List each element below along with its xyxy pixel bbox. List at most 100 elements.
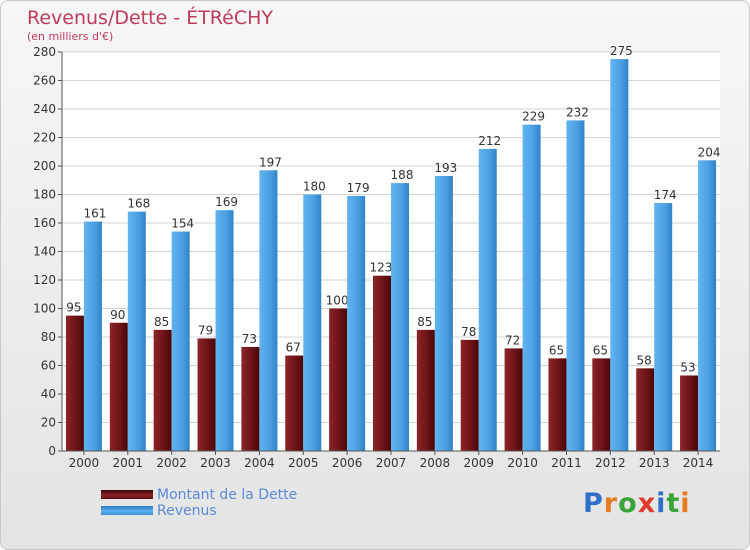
bar-revenus — [171, 231, 190, 451]
data-label-revenus: 212 — [478, 134, 501, 148]
y-tick-label: 260 — [33, 74, 56, 88]
data-label-dette: 79 — [198, 323, 213, 337]
data-label-dette: 65 — [593, 343, 608, 357]
logo-letter: o — [618, 488, 638, 519]
y-tick-label: 280 — [33, 45, 56, 59]
bar-dette — [373, 275, 391, 451]
y-tick-label: 40 — [41, 387, 56, 401]
logo-letter: i — [656, 488, 667, 519]
x-tick-label: 2001 — [113, 456, 144, 470]
x-tick-label: 2010 — [507, 456, 538, 470]
data-label-dette: 65 — [549, 343, 564, 357]
x-tick-label: 2002 — [156, 456, 187, 470]
data-label-revenus: 229 — [522, 110, 545, 124]
x-tick-label: 2009 — [463, 456, 494, 470]
logo-letter: t — [666, 488, 681, 519]
x-tick-label: 2004 — [244, 456, 275, 470]
y-tick-label: 140 — [33, 245, 56, 259]
data-label-revenus: 204 — [698, 145, 721, 159]
bar-dette — [153, 329, 172, 451]
x-tick-label: 2000 — [69, 456, 100, 470]
y-tick-label: 80 — [41, 330, 56, 344]
bar-revenus — [522, 124, 541, 452]
bar-dette — [65, 315, 84, 451]
bar-dette — [109, 322, 128, 451]
bar-revenus — [654, 203, 673, 451]
x-tick-label: 2006 — [332, 456, 363, 470]
x-tick-label: 2011 — [551, 456, 582, 470]
data-label-revenus: 188 — [391, 168, 414, 182]
x-tick-label: 2014 — [683, 456, 714, 470]
data-label-dette: 53 — [680, 360, 695, 374]
bar-revenus — [566, 120, 585, 452]
data-label-revenus: 169 — [215, 195, 238, 209]
chart-subtitle: (en milliers d'€) — [27, 30, 114, 43]
logo-letter: r — [603, 488, 619, 519]
data-label-revenus: 174 — [654, 188, 677, 202]
data-label-revenus: 180 — [303, 180, 326, 194]
legend-swatch-revenus — [101, 506, 153, 515]
y-tick-label: 0 — [48, 444, 56, 458]
bar-revenus — [698, 160, 717, 452]
data-label-revenus: 179 — [347, 181, 370, 195]
bar-revenus — [610, 59, 629, 451]
bar-dette — [197, 338, 216, 451]
x-tick-label: 2008 — [420, 456, 451, 470]
x-tick-label: 2003 — [200, 456, 231, 470]
bar-dette — [329, 308, 348, 451]
bar-revenus — [127, 211, 146, 451]
data-label-revenus: 168 — [127, 197, 150, 211]
y-tick-label: 60 — [41, 359, 56, 373]
data-label-revenus: 275 — [610, 44, 633, 58]
legend-swatch-dette — [101, 490, 153, 499]
data-label-dette: 123 — [370, 261, 393, 275]
x-tick-label: 2005 — [288, 456, 319, 470]
data-label-dette: 90 — [110, 308, 125, 322]
bar-dette — [548, 358, 567, 451]
bar-revenus — [83, 221, 102, 451]
y-tick-label: 240 — [33, 102, 56, 116]
bar-dette — [636, 368, 655, 451]
legend-label-revenus: Revenus — [157, 503, 217, 519]
x-tick-label: 2013 — [639, 456, 670, 470]
bar-revenus — [303, 194, 322, 451]
y-tick-label: 180 — [33, 188, 56, 202]
bar-revenus — [478, 148, 497, 451]
data-label-dette: 72 — [505, 333, 520, 347]
logo-letter: i — [680, 488, 691, 519]
data-label-dette: 95 — [66, 301, 81, 315]
bar-dette — [416, 329, 435, 451]
y-tick-label: 200 — [33, 159, 56, 173]
bar-revenus — [259, 170, 278, 451]
data-label-dette: 85 — [417, 315, 432, 329]
y-tick-label: 100 — [33, 302, 56, 316]
data-label-revenus: 193 — [434, 161, 457, 175]
bar-dette — [504, 348, 523, 451]
y-tick-label: 20 — [41, 416, 56, 430]
data-label-dette: 73 — [242, 332, 257, 346]
bar-revenus — [215, 210, 234, 451]
logo-letter: P — [583, 488, 604, 519]
bar-revenus — [347, 195, 366, 451]
bar-revenus — [434, 175, 453, 451]
bar-dette — [285, 355, 304, 451]
legend-label-dette: Montant de la Dette — [157, 487, 298, 503]
data-label-revenus: 154 — [171, 217, 194, 231]
data-label-dette: 100 — [326, 294, 349, 308]
bar-dette — [680, 375, 699, 451]
y-tick-label: 120 — [33, 273, 56, 287]
x-tick-label: 2012 — [595, 456, 626, 470]
data-label-dette: 67 — [286, 341, 301, 355]
data-label-revenus: 161 — [83, 207, 106, 221]
bar-dette — [241, 346, 260, 451]
bar-dette — [460, 339, 479, 451]
bar-dette — [592, 358, 611, 451]
data-label-dette: 85 — [154, 315, 169, 329]
y-tick-label: 160 — [33, 216, 56, 230]
logo-letter: x — [637, 488, 657, 519]
chart-title: Revenus/Dette - ÉTRéCHY — [27, 7, 274, 29]
bar-revenus — [391, 183, 409, 451]
data-label-dette: 78 — [461, 325, 476, 339]
